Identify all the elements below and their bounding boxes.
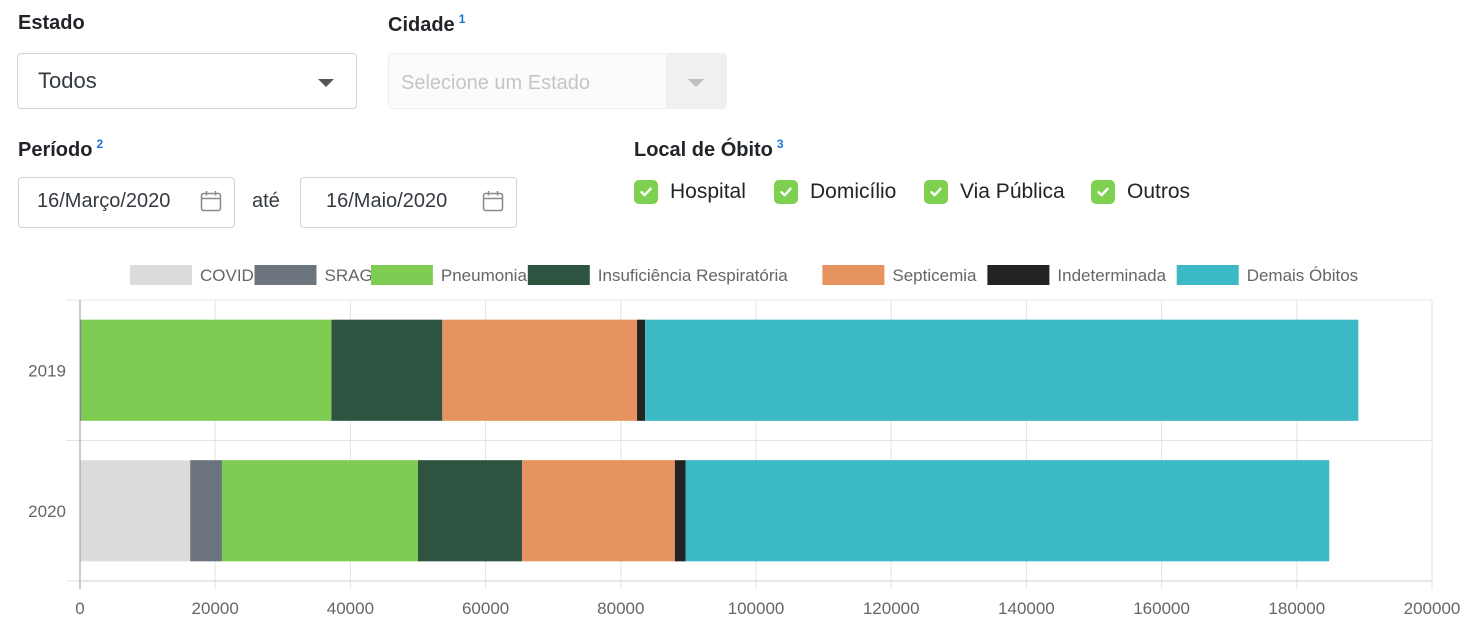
- legend-label: Pneumonia: [441, 266, 528, 285]
- x-tick-label: 20000: [192, 599, 239, 618]
- x-tick-label: 100000: [728, 599, 785, 618]
- check-icon[interactable]: [1091, 180, 1115, 204]
- checkbox-label: Via Pública: [960, 180, 1065, 203]
- bar-segment: [674, 460, 686, 562]
- x-tick-label: 200000: [1404, 599, 1461, 618]
- local-obito-label: Local de Óbito 3: [634, 137, 784, 161]
- legend-label: COVID: [200, 266, 254, 285]
- check-icon[interactable]: [634, 180, 658, 204]
- legend-label: Septicemia: [892, 266, 977, 285]
- end-date-value: 16/Maio/2020: [326, 190, 448, 212]
- x-tick-label: 40000: [327, 599, 374, 618]
- bar-segment: [418, 460, 523, 562]
- legend-swatch: [254, 265, 317, 285]
- checkbox-label: Hospital: [670, 180, 746, 203]
- estado-label: Estado: [18, 12, 85, 34]
- chevron-down-icon: [318, 79, 334, 87]
- calendar-icon[interactable]: [482, 190, 504, 212]
- checkbox-hospital[interactable]: Hospital: [634, 180, 746, 204]
- bar-segment: [80, 319, 82, 421]
- legend-label: SRAG: [325, 266, 373, 285]
- checkbox-label: Outros: [1127, 180, 1191, 203]
- x-tick-label: 60000: [462, 599, 509, 618]
- calendar-icon[interactable]: [200, 190, 222, 212]
- x-tick-label: 180000: [1268, 599, 1325, 618]
- legend-swatch: [822, 265, 885, 285]
- legend-label: Demais Óbitos: [1247, 266, 1358, 285]
- cidade-label: Cidade 1: [388, 12, 466, 36]
- bar-segment: [637, 319, 646, 421]
- checkbox-label: Domicílio: [810, 180, 897, 203]
- legend-swatch: [527, 265, 590, 285]
- cidade-note[interactable]: 1: [458, 12, 466, 26]
- estado-select[interactable]: Todos: [17, 53, 357, 109]
- checkbox-via-pública[interactable]: Via Pública: [924, 180, 1065, 204]
- bar-segment: [331, 319, 443, 421]
- y-tick-label: 2020: [28, 502, 66, 521]
- cidade-select[interactable]: Selecione um Estado: [388, 53, 727, 109]
- check-icon[interactable]: [924, 180, 948, 204]
- chevron-down-icon: [688, 79, 704, 87]
- cidade-placeholder: Selecione um Estado: [401, 72, 591, 94]
- start-date-value: 16/Março/2020: [37, 190, 171, 212]
- bar-segment: [522, 460, 675, 562]
- estado-value: Todos: [38, 68, 97, 93]
- x-tick-label: 160000: [1133, 599, 1190, 618]
- bar-segment: [80, 460, 191, 562]
- deaths-stacked-bar-chart: COVID SRAG Pneumonia Insuficiência Respirat…: [28, 265, 1461, 618]
- bar-segment: [221, 460, 418, 562]
- x-tick-label: 80000: [597, 599, 644, 618]
- y-tick-label: 2019: [28, 361, 66, 380]
- check-icon[interactable]: [774, 180, 798, 204]
- x-tick-label: 140000: [998, 599, 1055, 618]
- legend-label: Insuficiência Respiratória: [598, 266, 788, 285]
- legend-swatch: [1176, 265, 1239, 285]
- bar-segment: [442, 319, 638, 421]
- cidade-dropdown-button[interactable]: [666, 54, 726, 108]
- legend-swatch: [130, 265, 192, 285]
- x-tick-label: 120000: [863, 599, 920, 618]
- legend-swatch: [370, 265, 433, 285]
- local-obito-note[interactable]: 3: [776, 137, 784, 151]
- checkbox-outros[interactable]: Outros: [1091, 180, 1190, 204]
- bar-segment: [645, 319, 1359, 421]
- bar-segment: [190, 460, 222, 562]
- checkbox-domicílio[interactable]: Domicílio: [774, 180, 896, 204]
- legend-label: Indeterminada: [1057, 266, 1166, 285]
- x-tick-label: 0: [75, 599, 84, 618]
- bar-segment: [685, 460, 1330, 562]
- legend-swatch: [987, 265, 1050, 285]
- date-separator: até: [252, 190, 280, 212]
- end-date-input[interactable]: 16/Maio/2020: [300, 177, 517, 228]
- periodo-note[interactable]: 2: [96, 137, 104, 151]
- bar-segment: [81, 319, 332, 421]
- start-date-input[interactable]: 16/Março/2020: [18, 177, 235, 228]
- periodo-label: Período 2: [18, 137, 104, 161]
